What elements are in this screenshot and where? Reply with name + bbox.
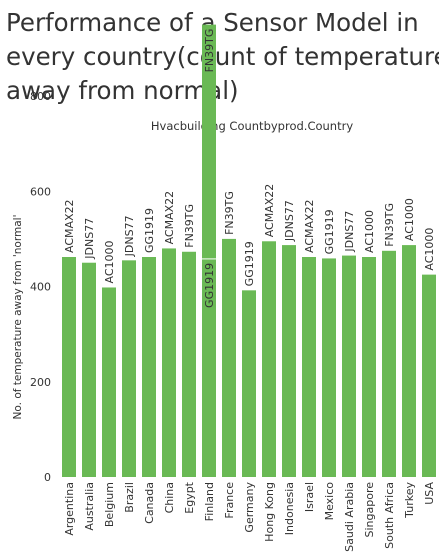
data-label: FN39TG: [203, 29, 216, 73]
data-label: ACMAX22: [63, 199, 76, 253]
x-tick-label: Belgium: [103, 482, 116, 527]
x-tick-label: Hong Kong: [263, 482, 276, 542]
x-tick-label: South Africa: [383, 482, 396, 549]
bar-segment: [282, 245, 296, 477]
bar-segment: [322, 258, 336, 477]
bar-segment: [82, 262, 96, 477]
data-label: GG1919: [143, 208, 156, 253]
data-label: FN39TG: [223, 191, 236, 235]
data-label: FN39TG: [383, 203, 396, 247]
x-tick-label: USA: [423, 482, 436, 505]
data-label: JDNS77: [83, 218, 96, 260]
bar-segment: [162, 248, 176, 477]
x-tick-label: China: [163, 482, 176, 513]
y-tick-label: 200: [30, 376, 51, 389]
data-label: GG1919: [243, 241, 256, 286]
x-tick-label: Turkey: [403, 482, 416, 519]
x-tick-label: Finland: [203, 482, 216, 521]
x-tick-label: Saudi Arabia: [343, 482, 356, 552]
data-label: AC1000: [403, 198, 416, 241]
data-label: FN39TG: [183, 204, 196, 248]
bars-layer: [62, 24, 436, 477]
x-tick-label: Mexico: [323, 482, 336, 521]
y-tick-label: 400: [30, 281, 51, 294]
y-tick-label: 800: [30, 90, 51, 103]
data-label: ACMAX22: [163, 191, 176, 245]
bar-segment: [262, 241, 276, 477]
x-tick-label: Israel: [303, 482, 316, 512]
data-label: GG1919: [203, 263, 216, 308]
page-title-line: every country(count of temperatures: [6, 42, 439, 71]
bar-segment: [182, 251, 196, 477]
x-tick-label: Germany: [243, 482, 256, 533]
data-label: GG1919: [323, 209, 336, 254]
bar-segment: [222, 238, 236, 477]
x-axis: Argentina Australia Belgium Brazil Canada Chi…: [63, 481, 436, 551]
chart-title: Hvacbuilding Countbyprod.Country: [151, 119, 353, 133]
bar-segment: [402, 245, 416, 477]
data-labels-layer: ACMAX22 JDNS77 AC1000 JDNS77 GG1919 ACMAX22 FN…: [63, 29, 436, 308]
x-tick-label: Canada: [143, 482, 156, 524]
y-axis-label: No. of temperature away from 'normal': [12, 215, 24, 420]
bar-segment: [202, 258, 216, 477]
data-label: AC1000: [103, 240, 116, 283]
bar-segment: [362, 257, 376, 477]
bar-segment: [382, 250, 396, 477]
data-label: JDNS77: [123, 215, 136, 257]
bar-segment: [302, 257, 316, 477]
x-tick-label: Argentina: [63, 482, 76, 536]
bar-segment: [422, 274, 436, 477]
bar-segment: [142, 257, 156, 477]
bar-segment: [202, 24, 216, 259]
bar-segment: [62, 257, 76, 477]
y-tick-label: 600: [30, 185, 51, 198]
data-label: AC1000: [363, 210, 376, 253]
y-axis: 0 200 400 600 800: [30, 90, 51, 484]
page-title-line: away from normal): [6, 76, 239, 105]
bar-segment: [342, 255, 356, 477]
page-title: Performance of a Sensor Model in every c…: [6, 6, 439, 108]
x-tick-label: Indonesia: [283, 482, 296, 535]
bar-segment: [102, 287, 116, 477]
bar-segment: [242, 290, 256, 477]
x-tick-label: Egypt: [183, 481, 196, 513]
data-label: JDNS77: [283, 200, 296, 242]
x-tick-label: Brazil: [123, 482, 136, 513]
x-tick-label: Singapore: [363, 482, 376, 538]
data-label: JDNS77: [343, 211, 356, 253]
data-label: AC1000: [423, 228, 436, 271]
bar-segment: [122, 260, 136, 477]
data-label: ACMAX22: [303, 199, 316, 253]
x-tick-label: France: [223, 482, 236, 519]
data-label: ACMAX22: [263, 184, 276, 238]
x-tick-label: Australia: [83, 482, 96, 531]
y-tick-label: 0: [44, 471, 51, 484]
